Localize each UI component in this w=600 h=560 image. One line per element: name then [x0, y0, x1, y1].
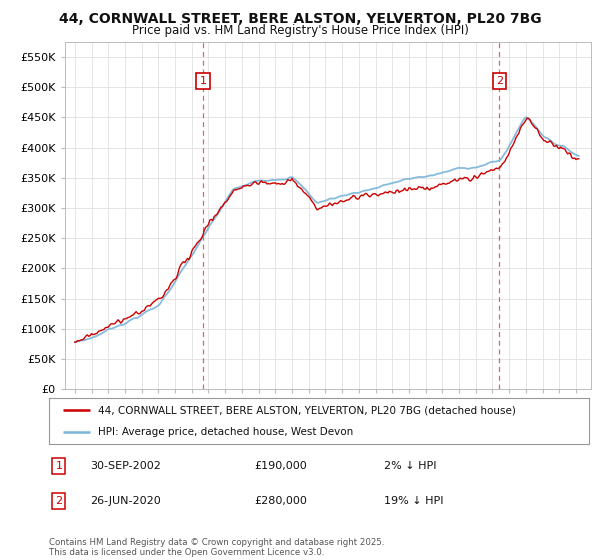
Text: 2: 2 [496, 76, 503, 86]
Text: 44, CORNWALL STREET, BERE ALSTON, YELVERTON, PL20 7BG (detached house): 44, CORNWALL STREET, BERE ALSTON, YELVER… [98, 405, 515, 416]
Text: 2: 2 [55, 496, 62, 506]
Text: HPI: Average price, detached house, West Devon: HPI: Average price, detached house, West… [98, 427, 353, 437]
Text: Contains HM Land Registry data © Crown copyright and database right 2025.
This d: Contains HM Land Registry data © Crown c… [49, 538, 385, 557]
Text: 30-SEP-2002: 30-SEP-2002 [90, 461, 161, 471]
Text: £190,000: £190,000 [254, 461, 307, 471]
Text: Price paid vs. HM Land Registry's House Price Index (HPI): Price paid vs. HM Land Registry's House … [131, 24, 469, 37]
Text: £280,000: £280,000 [254, 496, 307, 506]
Text: 1: 1 [199, 76, 206, 86]
Text: 26-JUN-2020: 26-JUN-2020 [90, 496, 160, 506]
Text: 19% ↓ HPI: 19% ↓ HPI [384, 496, 443, 506]
Text: 1: 1 [55, 461, 62, 471]
Text: 44, CORNWALL STREET, BERE ALSTON, YELVERTON, PL20 7BG: 44, CORNWALL STREET, BERE ALSTON, YELVER… [59, 12, 541, 26]
Text: 2% ↓ HPI: 2% ↓ HPI [384, 461, 437, 471]
